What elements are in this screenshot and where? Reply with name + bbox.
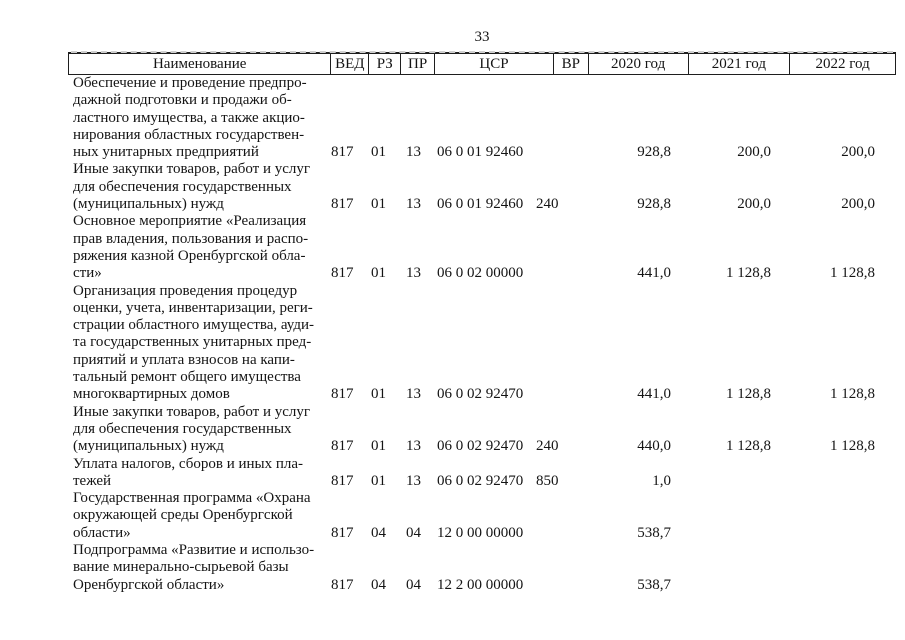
cell-pr: 13 [406,438,421,455]
cell-2020: 441,0 [637,386,671,403]
table-header-row: Наименование ВЕД РЗ ПР ЦСР ВР 2020 год 2… [68,51,896,75]
cell-2022: 1 128,8 [830,265,875,282]
cell-csr: 06 0 02 92470 [437,386,524,403]
cell-ved: 817 [331,472,354,489]
table-row: Иные закупки товаров, работ и услуг для … [68,404,896,456]
cell-rz: 01 [371,386,386,403]
cell-2020: 538,7 [637,524,671,541]
header-ved: ВЕД [330,54,368,74]
cell-csr: 06 0 02 92470 [437,438,524,455]
cell-csr: 12 2 00 00000 [437,576,524,593]
cell-csr: 06 0 02 00000 [437,265,524,282]
cell-2021: 1 128,8 [726,438,771,455]
cell-csr: 06 0 01 92460 [437,196,524,213]
cell-2022: 1 128,8 [830,386,875,403]
table-row: Организация проведения процедур оценки, … [68,283,896,404]
table-row: Иные закупки товаров, работ и услуг для … [68,161,896,213]
cell-name: Иные закупки товаров, работ и услуг для … [73,161,311,213]
cell-name: Подпрограмма «Развитие и использо- вание… [73,542,315,593]
cell-2021: 1 128,8 [726,265,771,282]
cell-vr: 240 [536,196,559,213]
table-row: Обеспечение и проведение предпро- дажной… [68,75,896,161]
cell-pr: 04 [406,524,421,541]
cell-2020: 928,8 [637,144,671,161]
cell-name: Организация проведения процедур оценки, … [73,282,315,403]
header-pr: ПР [400,54,434,74]
cell-pr: 13 [406,265,421,282]
cell-pr: 13 [406,386,421,403]
cell-csr: 06 0 02 92470 [437,472,524,489]
cell-rz: 01 [371,196,386,213]
table-body: Обеспечение и проведение предпро- дажной… [68,75,896,594]
table-row: Государственная программа «Охрана окружа… [68,490,896,542]
header-rz: РЗ [368,54,400,74]
cell-2020: 538,7 [637,576,671,593]
table-row: Основное мероприятие «Реализация прав вл… [68,213,896,282]
header-name: Наименование [152,56,247,72]
cell-ved: 817 [331,144,354,161]
cell-rz: 01 [371,438,386,455]
cell-ved: 817 [331,576,354,593]
cell-name: Иные закупки товаров, работ и услуг для … [73,403,311,455]
cell-2022: 200,0 [841,196,875,213]
budget-table: Наименование ВЕД РЗ ПР ЦСР ВР 2020 год 2… [68,51,896,594]
cell-ved: 817 [331,438,354,455]
cell-name: Государственная программа «Охрана окружа… [73,490,311,541]
cell-vr: 240 [536,438,559,455]
table-row: Подпрограмма «Развитие и использо- вание… [68,542,896,594]
cell-rz: 04 [371,576,386,593]
header-csr: ЦСР [434,54,553,74]
cell-2020: 440,0 [637,438,671,455]
cell-pr: 04 [406,576,421,593]
cell-pr: 13 [406,472,421,489]
cell-name: Основное мероприятие «Реализация прав вл… [73,213,309,282]
cell-2021: 200,0 [737,144,771,161]
cell-2020: 441,0 [637,265,671,282]
cell-ved: 817 [331,386,354,403]
cell-name: Уплата налогов, сборов и иных пла- тежей [73,455,304,489]
cell-pr: 13 [406,196,421,213]
cell-2020: 1,0 [652,472,671,489]
cell-csr: 12 0 00 00000 [437,524,524,541]
page-number: 33 [474,29,490,45]
cell-vr: 850 [536,472,559,489]
cell-rz: 04 [371,524,386,541]
cell-ved: 817 [331,196,354,213]
cell-2022: 200,0 [841,144,875,161]
header-2020: 2020 год [587,54,688,74]
cell-rz: 01 [371,472,386,489]
header-2021: 2021 год [687,54,790,74]
cell-2021: 1 128,8 [726,386,771,403]
cell-2021: 200,0 [737,196,771,213]
cell-name: Обеспечение и проведение предпро- дажной… [73,75,307,161]
cell-rz: 01 [371,144,386,161]
cell-csr: 06 0 01 92460 [437,144,524,161]
cell-2022: 1 128,8 [830,438,875,455]
cell-rz: 01 [371,265,386,282]
cell-ved: 817 [331,524,354,541]
cell-pr: 13 [406,144,421,161]
cell-2020: 928,8 [637,196,671,213]
header-vr: ВР [552,54,588,74]
cell-ved: 817 [331,265,354,282]
header-2022: 2022 год [789,54,895,74]
table-row: Уплата налогов, сборов и иных пла- тежей… [68,456,896,491]
